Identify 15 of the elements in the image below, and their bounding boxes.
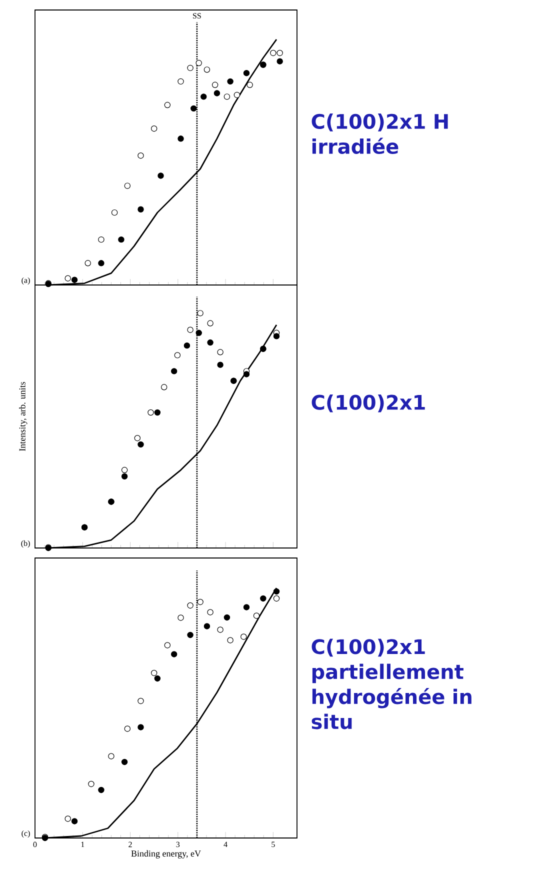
- text: (a): [22, 277, 30, 285]
- text: (c): [22, 830, 30, 838]
- y-axis-title: Intensity, arb. units: [19, 382, 28, 451]
- text: C(100)2x1 partiellement hydrogénée in situ: [312, 638, 472, 730]
- x-axis-title: Binding energy, eV: [131, 850, 201, 858]
- x-tick-label: 1: [81, 842, 84, 848]
- ref-line-label: SS: [193, 13, 201, 18]
- x-tick-label: 0: [33, 842, 37, 848]
- text: C(100)2x1 H irradiée: [312, 114, 448, 154]
- text: C(100)2x1: [312, 394, 425, 412]
- text: (b): [21, 540, 30, 548]
- x-tick-label: 4: [224, 842, 228, 848]
- x-tick-label: 5: [272, 842, 275, 848]
- x-tick-label: 2: [128, 842, 132, 848]
- x-tick-label: 3: [176, 842, 180, 848]
